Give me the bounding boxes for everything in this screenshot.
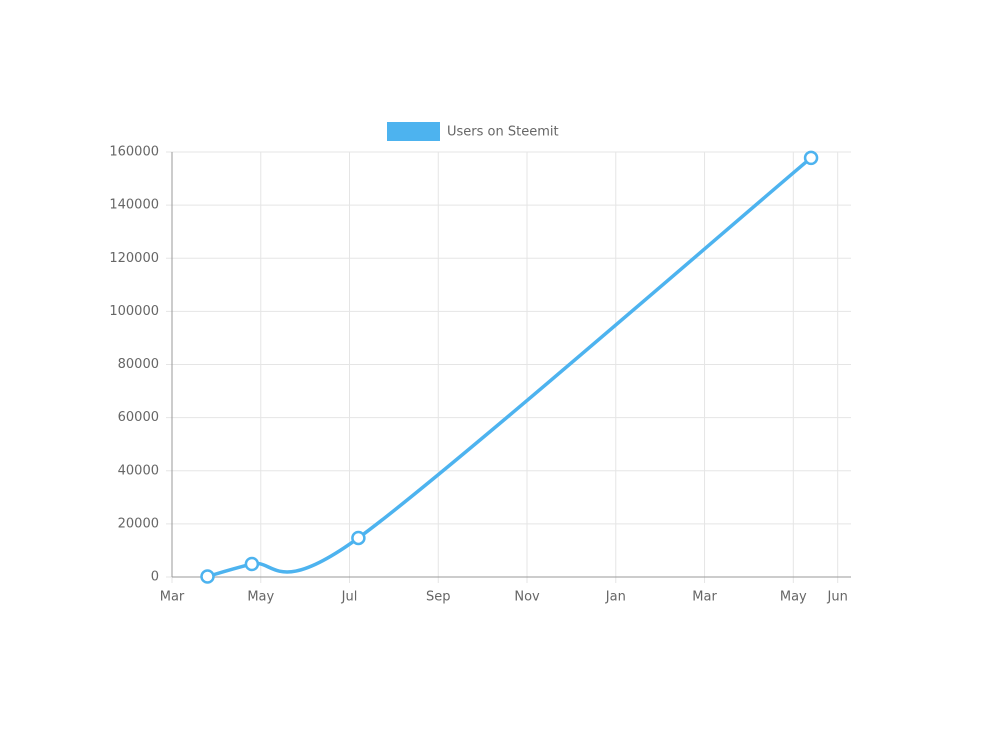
point [244,556,260,572]
y-tick-label: 120000 [109,251,159,266]
x-tick-label: May [780,590,807,605]
y-tick-label: 60000 [118,410,159,425]
point [351,530,366,546]
y-tick-label: 140000 [109,198,159,213]
legend-swatch [387,122,440,141]
x-tick-label: Sep [426,590,451,605]
y-tick-label: 40000 [118,463,159,478]
point [200,569,215,584]
y-tick-label: 80000 [118,357,159,372]
x-tick-label: Jan [605,590,626,605]
point [803,150,819,166]
y-tick-label: 160000 [109,145,159,160]
x-tick-label: Mar [160,590,185,605]
x-tick-label: Nov [514,590,540,605]
y-tick-label: 100000 [109,304,159,319]
legend-label: Users on Steemit [447,125,559,140]
y-tick-label: 0 [151,570,159,585]
x-tick-label: May [247,590,274,605]
x-tick-label: Mar [692,590,717,605]
x-tick-label: Jun [827,590,848,605]
y-tick-label: 20000 [118,516,159,531]
x-tick-label: Jul [341,590,358,605]
line [207,156,813,579]
